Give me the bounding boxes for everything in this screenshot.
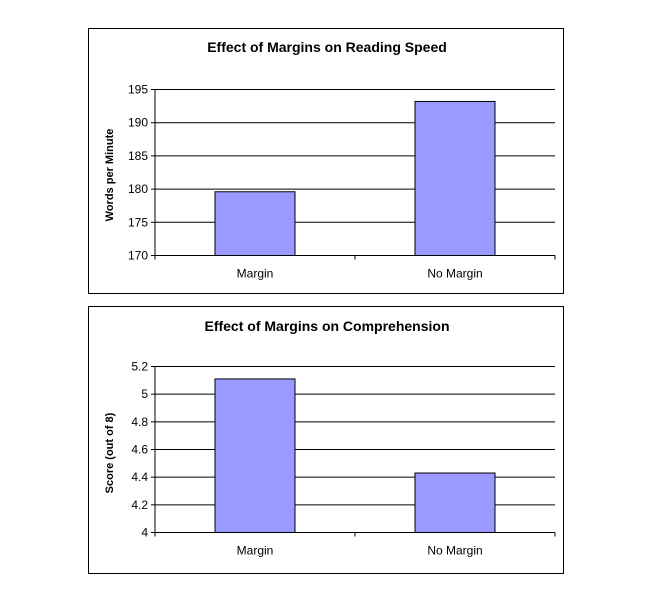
y-tick-label: 5.2: [131, 360, 148, 374]
comprehension-chart: Effect of Margins on Comprehension Score…: [88, 306, 564, 574]
chart-title: Effect of Margins on Comprehension: [204, 318, 449, 334]
bar-margin: [214, 191, 296, 256]
y-tick-label: 195: [128, 83, 148, 97]
x-tick-label: No Margin: [427, 267, 482, 281]
reading-speed-chart-svg: Effect of Margins on Reading Speed Words…: [104, 39, 556, 281]
y-tick-label: 190: [128, 116, 148, 130]
x-tick-label: Margin: [237, 544, 274, 558]
y-tick-label: 4.6: [131, 443, 148, 457]
x-tick-label: No Margin: [427, 544, 482, 558]
chart-title: Effect of Margins on Reading Speed: [207, 39, 447, 55]
y-tick-label: 4.8: [131, 415, 148, 429]
y-axis-label: Words per Minute: [104, 129, 116, 222]
bar-no-margin: [414, 472, 496, 533]
y-tick-label: 5: [141, 387, 148, 401]
bar-no-margin: [414, 100, 496, 257]
y-tick-label: 170: [128, 249, 148, 263]
x-tick-label: Margin: [237, 267, 274, 281]
plot-area: 4 4.2 4.4 4.6 4.8 5 5.2 Margin No Margin: [131, 360, 556, 558]
bar-margin: [214, 378, 296, 533]
y-tick-label: 175: [128, 215, 148, 229]
y-tick-label: 185: [128, 149, 148, 163]
y-axis-label: Score (out of 8): [104, 412, 116, 493]
reading-speed-chart: Effect of Margins on Reading Speed Words…: [88, 28, 564, 294]
comprehension-chart-svg: Effect of Margins on Comprehension Score…: [104, 318, 556, 558]
y-tick-label: 4.2: [131, 498, 148, 512]
y-tick-label: 4: [141, 526, 148, 540]
y-tick-label: 180: [128, 182, 148, 196]
y-tick-label: 4.4: [131, 470, 148, 484]
plot-area: 170 175 180 185 190 195 Margin No Margin: [128, 83, 556, 281]
